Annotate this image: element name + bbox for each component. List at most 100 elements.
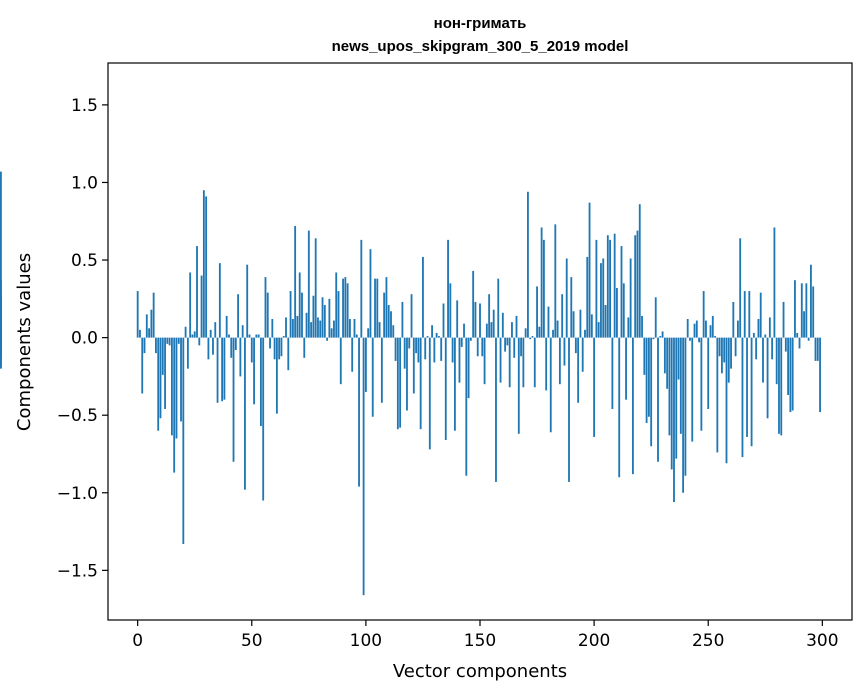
bar xyxy=(453,337,456,431)
bar xyxy=(335,272,338,338)
bar xyxy=(451,337,454,363)
bar xyxy=(273,337,276,360)
bar xyxy=(173,337,176,473)
bar xyxy=(458,337,461,383)
bar xyxy=(239,337,242,377)
bar xyxy=(771,337,774,360)
bar xyxy=(485,323,488,338)
bar xyxy=(463,323,465,338)
bar xyxy=(305,312,308,338)
bar xyxy=(232,337,235,462)
bar xyxy=(622,283,625,338)
bar xyxy=(561,294,564,338)
bar xyxy=(716,337,719,453)
bar xyxy=(647,337,650,417)
y-axis-ticks: −1.5 −1.0 −0.5 0.0 0.5 1.0 1.5 xyxy=(57,96,108,581)
bar xyxy=(739,238,742,338)
bar xyxy=(447,239,449,338)
bar xyxy=(184,326,187,338)
bar xyxy=(572,311,575,338)
bar xyxy=(791,337,794,411)
bar xyxy=(558,337,561,385)
bar xyxy=(604,305,607,338)
bar xyxy=(467,337,470,399)
bar xyxy=(136,291,139,338)
bar xyxy=(438,336,440,338)
bar xyxy=(337,291,340,338)
x-tick-label: 200 xyxy=(578,631,610,651)
bar xyxy=(734,337,737,357)
bar xyxy=(221,337,224,402)
y-tick-label: −0.5 xyxy=(57,406,98,426)
bar xyxy=(787,337,790,396)
y-tick-label: −1.5 xyxy=(57,561,98,581)
bar xyxy=(417,337,420,363)
bar xyxy=(679,337,682,434)
bar xyxy=(746,337,748,437)
bar xyxy=(638,204,641,338)
bar xyxy=(374,278,376,338)
bar xyxy=(0,171,2,338)
bar xyxy=(698,337,701,343)
bar xyxy=(488,294,491,338)
bar xyxy=(310,322,313,338)
bar xyxy=(645,337,648,423)
bar xyxy=(0,303,2,338)
bar xyxy=(307,230,310,338)
bar xyxy=(682,337,685,493)
bar xyxy=(472,270,475,338)
x-tick-label: 250 xyxy=(692,631,724,651)
bar xyxy=(812,286,815,338)
bar xyxy=(294,225,297,338)
bar xyxy=(392,325,395,338)
bar xyxy=(216,337,219,403)
bar xyxy=(280,337,283,357)
bar xyxy=(380,337,383,403)
bar xyxy=(330,328,333,338)
bar xyxy=(490,322,493,338)
bar xyxy=(511,322,513,338)
bar xyxy=(721,337,723,374)
y-tick-label: −1.0 xyxy=(57,484,98,504)
bar xyxy=(205,196,208,338)
bar xyxy=(780,337,783,436)
bar xyxy=(798,337,801,349)
bar xyxy=(141,337,144,394)
bar xyxy=(422,256,424,338)
bar xyxy=(513,337,516,358)
bar xyxy=(549,337,552,433)
bar xyxy=(456,300,459,338)
bar xyxy=(355,334,358,338)
y-tick-label: 0.0 xyxy=(71,329,98,349)
bar xyxy=(317,317,319,338)
bar xyxy=(369,249,372,338)
bar xyxy=(166,337,169,344)
bar xyxy=(298,272,301,338)
bar xyxy=(170,337,173,436)
bar xyxy=(157,337,160,431)
bar xyxy=(164,337,166,409)
bar xyxy=(568,337,570,482)
bar xyxy=(595,239,598,338)
bar xyxy=(376,278,379,338)
bar xyxy=(538,326,541,338)
bar xyxy=(314,238,317,338)
bar xyxy=(586,256,589,338)
bar xyxy=(474,301,477,338)
bar xyxy=(353,319,356,338)
bar xyxy=(677,337,680,380)
bar xyxy=(175,337,178,439)
bar xyxy=(743,291,746,338)
bar xyxy=(602,258,605,338)
bar xyxy=(654,297,657,338)
bar xyxy=(775,337,778,385)
bar xyxy=(577,337,580,403)
bar xyxy=(705,320,707,338)
bar xyxy=(428,337,431,450)
bar xyxy=(155,337,157,354)
bar xyxy=(323,305,326,338)
bar xyxy=(196,246,198,338)
bar xyxy=(784,337,787,352)
bar xyxy=(524,328,527,338)
